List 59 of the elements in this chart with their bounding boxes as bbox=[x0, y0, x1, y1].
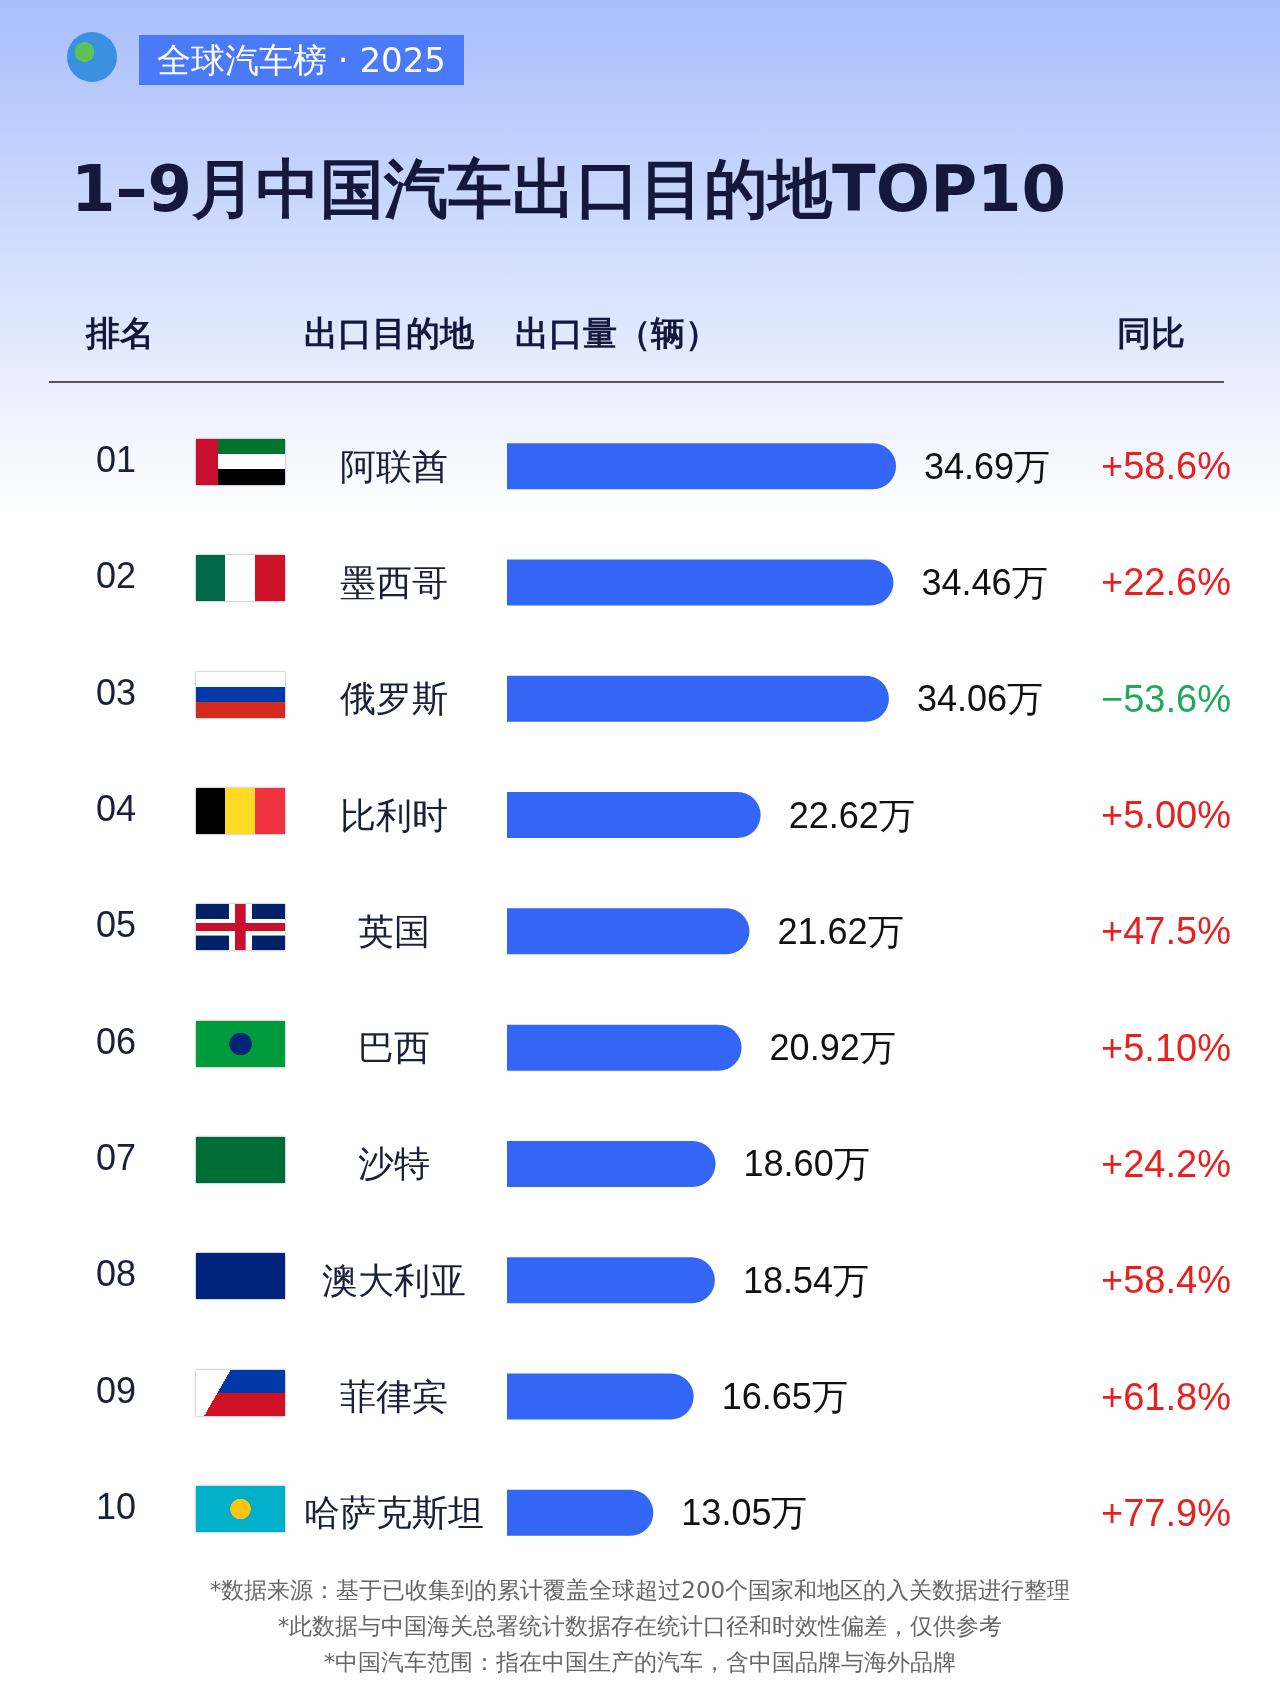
text: +5.10% bbox=[1101, 1026, 1231, 1070]
text: +58.4% bbox=[1101, 1258, 1231, 1302]
bar bbox=[507, 1024, 742, 1071]
bar bbox=[507, 1489, 654, 1536]
text: +22.6% bbox=[1101, 560, 1231, 604]
text: 04 bbox=[95, 788, 137, 831]
bar bbox=[507, 443, 896, 490]
data-label: 13.05万 bbox=[681, 1492, 808, 1534]
chart-title: 1–9月中国汽车出口目的地TOP10 bbox=[71, 152, 1067, 226]
text: +47.5% bbox=[1101, 909, 1231, 953]
y-tick-label: 沙特 bbox=[358, 1143, 430, 1185]
text: +24.2% bbox=[1101, 1142, 1231, 1186]
data-label: 21.62万 bbox=[777, 910, 904, 952]
text: −53.6% bbox=[1101, 677, 1231, 721]
text: +5.00% bbox=[1101, 793, 1231, 837]
y-tick-label: 澳大利亚 bbox=[322, 1259, 466, 1301]
text: 07 bbox=[95, 1136, 137, 1179]
text: 06 bbox=[95, 1020, 137, 1063]
data-label: 20.92万 bbox=[769, 1027, 896, 1069]
data-label: 34.46万 bbox=[921, 561, 1048, 603]
y-tick-label: 比利时 bbox=[340, 794, 448, 836]
bar bbox=[507, 1257, 715, 1304]
text: *数据来源：基于已收集到的累计覆盖全球超过200个国家和地区的入关数据进行整理 bbox=[209, 1575, 1071, 1605]
data-label: 16.65万 bbox=[721, 1376, 848, 1418]
y-tick-label: 英国 bbox=[358, 910, 430, 952]
y-tick-label: 哈萨克斯坦 bbox=[304, 1492, 484, 1534]
y-tick-label: 墨西哥 bbox=[340, 561, 448, 603]
bar bbox=[507, 1140, 716, 1187]
text: 09 bbox=[95, 1369, 137, 1412]
data-label: 18.60万 bbox=[743, 1143, 870, 1185]
text: *此数据与中国海关总署统计数据存在统计口径和时效性偏差，仅供参考 bbox=[277, 1611, 1003, 1641]
text: *中国汽车范围：指在中国生产的汽车，含中国品牌与海外品牌 bbox=[323, 1647, 957, 1677]
chart-subtitle: 全球汽车榜 · 2025 bbox=[139, 35, 464, 85]
text: 03 bbox=[95, 671, 137, 714]
y-axis-title: 出口目的地 bbox=[304, 312, 474, 355]
bar bbox=[507, 1373, 694, 1420]
data-label: 34.69万 bbox=[924, 445, 1051, 487]
y-tick-label: 俄罗斯 bbox=[340, 678, 448, 720]
data-label: 22.62万 bbox=[788, 794, 915, 836]
text: 05 bbox=[95, 904, 137, 947]
text: 排名 bbox=[86, 312, 154, 355]
data-label: 34.06万 bbox=[916, 678, 1044, 720]
bar bbox=[507, 559, 894, 606]
data-label: 18.54万 bbox=[742, 1259, 869, 1301]
x-axis-title: 出口量（辆） bbox=[515, 312, 719, 355]
bar bbox=[507, 908, 750, 955]
text: 01 bbox=[95, 439, 137, 482]
bar bbox=[507, 675, 889, 722]
text: +77.9% bbox=[1101, 1491, 1231, 1535]
y-tick-label: 阿联酋 bbox=[340, 445, 448, 487]
text: 10 bbox=[95, 1485, 137, 1528]
text: 同比 bbox=[1117, 312, 1185, 355]
y-tick-label: 巴西 bbox=[358, 1027, 430, 1069]
text: +61.8% bbox=[1101, 1375, 1231, 1419]
text: 08 bbox=[95, 1253, 137, 1296]
text: +58.6% bbox=[1101, 444, 1231, 488]
bar bbox=[507, 792, 761, 839]
y-tick-label: 菲律宾 bbox=[340, 1376, 448, 1418]
text: 02 bbox=[95, 555, 137, 598]
